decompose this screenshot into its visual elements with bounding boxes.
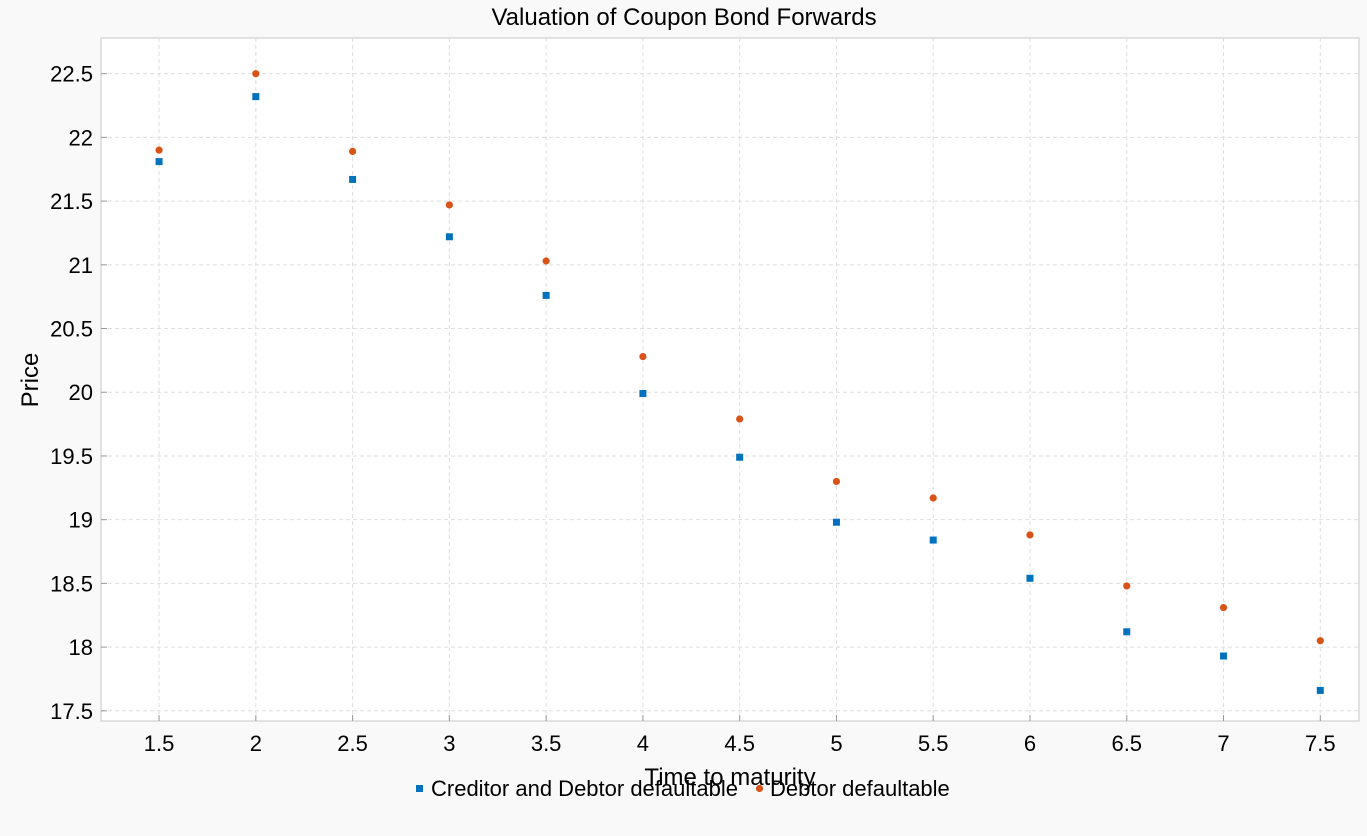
data-point-debtor — [1123, 582, 1131, 590]
data-point-debtor — [349, 147, 357, 156]
y-tick-label: 17.5 — [50, 699, 93, 724]
data-point-creditor-and-debtor — [445, 233, 453, 241]
data-point-debtor — [1026, 531, 1034, 539]
data-point-creditor-and-debtor — [1026, 574, 1034, 582]
data-point-creditor-and-debtor — [1123, 628, 1131, 636]
y-tick-label: 21.5 — [50, 189, 93, 214]
data-point-creditor-and-debtor — [349, 175, 357, 183]
data-point-creditor-and-debtor — [1220, 652, 1228, 660]
y-tick-label: 22.5 — [50, 62, 93, 87]
x-tick-label: 2.5 — [337, 731, 368, 756]
x-tick-label: 1.5 — [144, 731, 175, 756]
y-axis-label: Price — [17, 353, 44, 408]
data-point-debtor — [639, 352, 647, 361]
x-tick-label: 4.5 — [724, 731, 755, 756]
x-tick-label: 4 — [637, 731, 649, 756]
y-tick-label: 22 — [69, 125, 93, 150]
y-tick-label: 19.5 — [50, 444, 93, 469]
y-tick-label: 20.5 — [50, 317, 93, 342]
chart-title: Valuation of Coupon Bond Forwards — [491, 4, 876, 31]
data-point-creditor-and-debtor — [1316, 686, 1324, 694]
legend-marker-creditor-and-debtor — [416, 785, 423, 792]
data-point-debtor — [155, 146, 163, 154]
data-point-debtor — [542, 257, 550, 265]
data-point-debtor — [929, 494, 937, 502]
y-axis-ticks: 17.5 18 18.5 19 19.5 20 20.5 21 21.5 22 22.5 — [50, 62, 107, 724]
data-point-debtor — [736, 415, 744, 423]
y-tick-label: 21 — [69, 253, 93, 278]
data-point-creditor-and-debtor — [252, 93, 260, 101]
x-tick-label: 7 — [1217, 731, 1229, 756]
data-point-debtor — [832, 477, 841, 486]
legend-label-debtor: Debtor defaultable — [770, 776, 950, 801]
x-axis-ticks: 1.5 2 2.5 3 3.5 4 4.5 5 5.5 6 6.5 7 7.5 — [144, 715, 1336, 756]
data-point-debtor — [445, 201, 453, 209]
y-tick-label: 19 — [69, 508, 93, 533]
data-point-creditor-and-debtor — [736, 453, 744, 461]
x-tick-label: 7.5 — [1305, 731, 1336, 756]
data-point-creditor-and-debtor — [832, 518, 840, 526]
x-axis-label: Time to maturity — [644, 764, 815, 791]
legend-marker-debtor — [755, 784, 764, 793]
data-point-debtor — [252, 70, 260, 78]
x-tick-label: 6.5 — [1111, 731, 1142, 756]
plot-area — [100, 37, 1360, 722]
data-point-creditor-and-debtor — [639, 390, 647, 398]
legend: Creditor and Debtor defaultable Debtor d… — [416, 776, 950, 801]
legend-label-creditor-and-debtor: Creditor and Debtor defaultable — [431, 776, 738, 801]
x-tick-label: 5 — [830, 731, 842, 756]
data-point-creditor-and-debtor — [542, 291, 550, 299]
x-tick-label: 3 — [443, 731, 455, 756]
data-point-debtor — [1316, 637, 1324, 645]
x-tick-label: 3.5 — [531, 731, 562, 756]
x-tick-label: 6 — [1024, 731, 1036, 756]
x-tick-label: 2 — [250, 731, 262, 756]
y-tick-label: 18.5 — [50, 571, 93, 596]
grid-lines — [101, 38, 1359, 721]
data-points — [155, 70, 1324, 694]
y-tick-label: 18 — [69, 635, 93, 660]
y-tick-label: 20 — [69, 380, 93, 405]
data-point-creditor-and-debtor — [155, 158, 163, 166]
data-point-creditor-and-debtor — [929, 536, 937, 544]
x-tick-label: 5.5 — [918, 731, 949, 756]
data-point-debtor — [1219, 603, 1228, 612]
